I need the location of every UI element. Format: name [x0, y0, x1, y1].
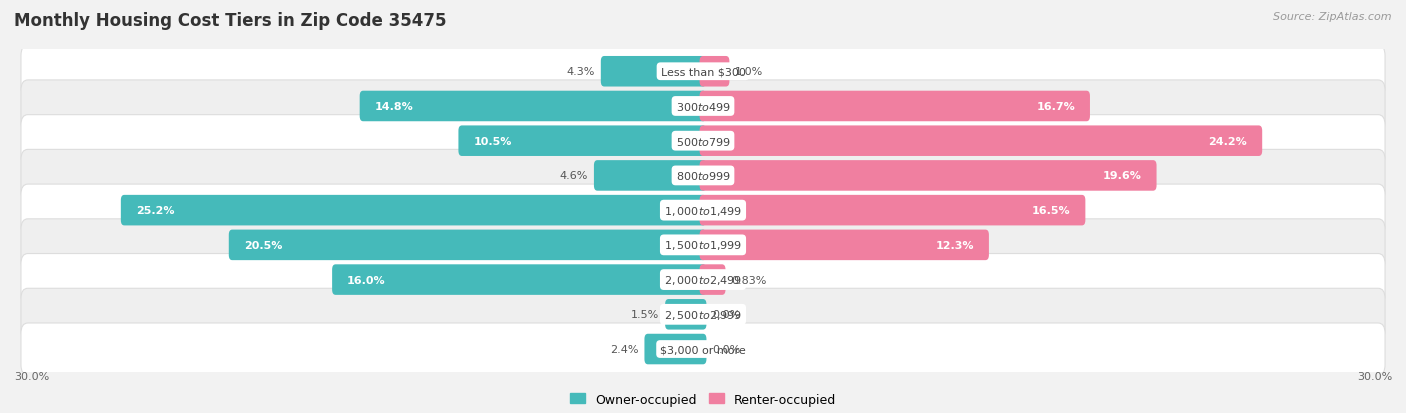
- FancyBboxPatch shape: [700, 126, 1263, 157]
- FancyBboxPatch shape: [700, 195, 1085, 226]
- FancyBboxPatch shape: [21, 46, 1385, 98]
- FancyBboxPatch shape: [700, 57, 730, 87]
- Text: $1,500 to $1,999: $1,500 to $1,999: [664, 239, 742, 252]
- Text: 16.5%: 16.5%: [1032, 206, 1070, 216]
- Text: $1,000 to $1,499: $1,000 to $1,499: [664, 204, 742, 217]
- FancyBboxPatch shape: [700, 161, 1157, 191]
- Text: 2.4%: 2.4%: [610, 344, 638, 354]
- FancyBboxPatch shape: [644, 334, 706, 364]
- Text: 25.2%: 25.2%: [136, 206, 174, 216]
- Text: 30.0%: 30.0%: [1357, 370, 1392, 381]
- Text: 16.0%: 16.0%: [347, 275, 385, 285]
- FancyBboxPatch shape: [665, 299, 706, 330]
- FancyBboxPatch shape: [21, 115, 1385, 167]
- Text: $2,000 to $2,499: $2,000 to $2,499: [664, 273, 742, 286]
- FancyBboxPatch shape: [21, 289, 1385, 341]
- Text: 4.3%: 4.3%: [567, 67, 595, 77]
- FancyBboxPatch shape: [458, 126, 706, 157]
- Text: 30.0%: 30.0%: [14, 370, 49, 381]
- FancyBboxPatch shape: [700, 265, 725, 295]
- FancyBboxPatch shape: [229, 230, 706, 261]
- Text: $3,000 or more: $3,000 or more: [661, 344, 745, 354]
- Text: 1.5%: 1.5%: [631, 310, 659, 320]
- FancyBboxPatch shape: [21, 150, 1385, 202]
- FancyBboxPatch shape: [21, 81, 1385, 133]
- Text: 4.6%: 4.6%: [560, 171, 588, 181]
- FancyBboxPatch shape: [121, 195, 706, 226]
- Text: 14.8%: 14.8%: [374, 102, 413, 112]
- FancyBboxPatch shape: [360, 91, 706, 122]
- Legend: Owner-occupied, Renter-occupied: Owner-occupied, Renter-occupied: [565, 388, 841, 411]
- Text: 20.5%: 20.5%: [243, 240, 283, 250]
- Text: $300 to $499: $300 to $499: [675, 101, 731, 113]
- FancyBboxPatch shape: [21, 219, 1385, 271]
- Text: 0.83%: 0.83%: [731, 275, 766, 285]
- Text: 1.0%: 1.0%: [735, 67, 763, 77]
- FancyBboxPatch shape: [21, 254, 1385, 306]
- FancyBboxPatch shape: [593, 161, 706, 191]
- FancyBboxPatch shape: [21, 323, 1385, 375]
- Text: $2,500 to $2,999: $2,500 to $2,999: [664, 308, 742, 321]
- FancyBboxPatch shape: [700, 91, 1090, 122]
- Text: $800 to $999: $800 to $999: [675, 170, 731, 182]
- Text: 0.0%: 0.0%: [713, 310, 741, 320]
- Text: 16.7%: 16.7%: [1036, 102, 1076, 112]
- Text: Source: ZipAtlas.com: Source: ZipAtlas.com: [1274, 12, 1392, 22]
- FancyBboxPatch shape: [21, 185, 1385, 237]
- FancyBboxPatch shape: [700, 230, 988, 261]
- Text: 19.6%: 19.6%: [1102, 171, 1142, 181]
- Text: 24.2%: 24.2%: [1209, 136, 1247, 146]
- FancyBboxPatch shape: [600, 57, 706, 87]
- Text: 10.5%: 10.5%: [474, 136, 512, 146]
- Text: Monthly Housing Cost Tiers in Zip Code 35475: Monthly Housing Cost Tiers in Zip Code 3…: [14, 12, 447, 30]
- Text: $500 to $799: $500 to $799: [675, 135, 731, 147]
- Text: 12.3%: 12.3%: [935, 240, 974, 250]
- Text: Less than $300: Less than $300: [661, 67, 745, 77]
- FancyBboxPatch shape: [332, 265, 706, 295]
- Text: 0.0%: 0.0%: [713, 344, 741, 354]
